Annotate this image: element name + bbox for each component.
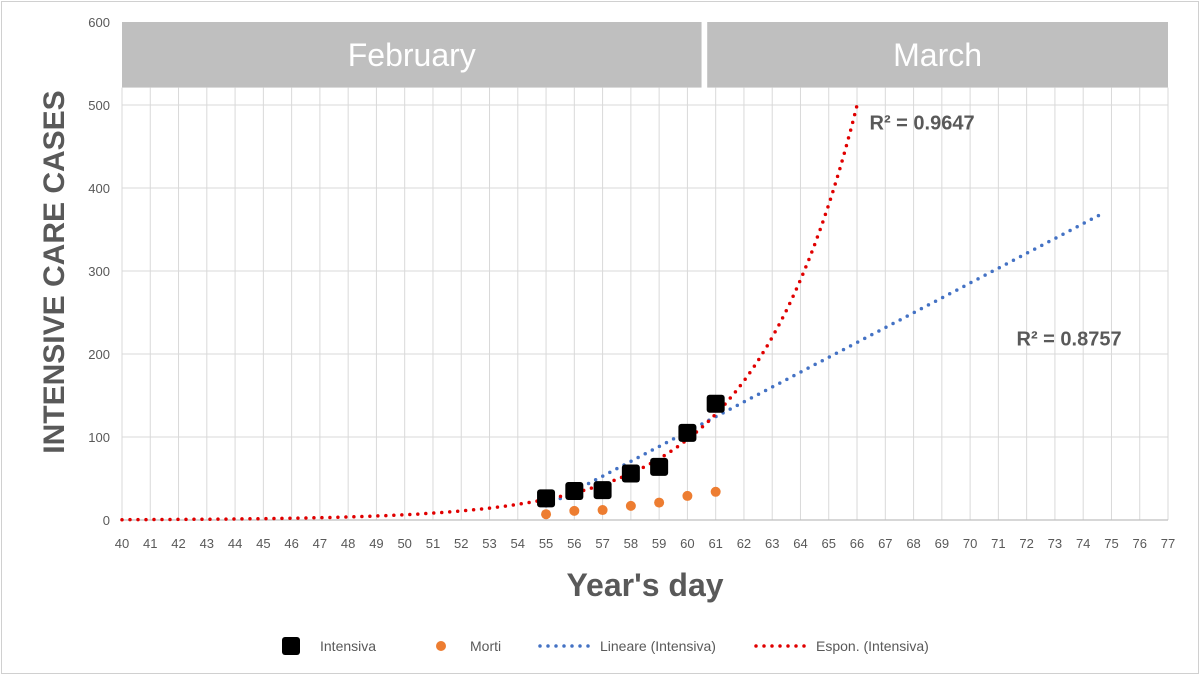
y-tick-label: 400 xyxy=(88,181,110,196)
x-tick-label: 71 xyxy=(991,536,1005,551)
x-tick-labels: 40 41 42 43 44 45 46 47 48 49 50 51 52 53 54 55 56 57 58 59… xyxy=(115,536,1175,551)
x-tick-label: 65 xyxy=(822,536,836,551)
intensiva-point xyxy=(593,481,612,500)
gridlines xyxy=(121,87,1169,521)
x-tick-label: 76 xyxy=(1132,536,1146,551)
x-tick-label: 54 xyxy=(511,536,525,551)
x-tick-label: 66 xyxy=(850,536,864,551)
y-tick-label: 100 xyxy=(88,430,110,445)
x-tick-label: 50 xyxy=(397,536,411,551)
x-tick-label: 57 xyxy=(595,536,609,551)
morti-point xyxy=(625,500,636,511)
morti-point xyxy=(541,509,552,520)
legend-item: Lineare (Intensiva) xyxy=(538,638,716,654)
x-tick-label: 47 xyxy=(313,536,327,551)
legend-item: Espon. (Intensiva) xyxy=(754,638,929,654)
legend-label: Espon. (Intensiva) xyxy=(816,638,929,654)
month-band-label: February xyxy=(348,37,476,73)
x-tick-label: 68 xyxy=(906,536,920,551)
x-tick-label: 60 xyxy=(680,536,694,551)
legend-item: Intensiva xyxy=(282,637,376,655)
x-tick-label: 53 xyxy=(482,536,496,551)
y-tick-label: 500 xyxy=(88,98,110,113)
month-band xyxy=(707,22,1168,88)
legend-label: Lineare (Intensiva) xyxy=(600,638,716,654)
x-tick-label: 77 xyxy=(1161,536,1175,551)
x-tick-label: 42 xyxy=(171,536,185,551)
x-tick-label: 69 xyxy=(935,536,949,551)
x-tick-label: 56 xyxy=(567,536,581,551)
morti-point xyxy=(569,505,580,516)
x-tick-label: 67 xyxy=(878,536,892,551)
morti-point xyxy=(682,490,693,501)
legend-label: Intensiva xyxy=(320,638,376,654)
intensiva-point xyxy=(706,394,725,413)
intensiva-point xyxy=(678,423,697,442)
x-tick-label: 63 xyxy=(765,536,779,551)
legend-swatch-circle xyxy=(436,641,446,651)
x-tick-label: 48 xyxy=(341,536,355,551)
x-tick-label: 44 xyxy=(228,536,242,551)
r-squared-label: R² = 0.9647 xyxy=(870,113,975,135)
legend-item: Morti xyxy=(436,638,501,654)
month-band xyxy=(122,22,702,88)
x-tick-label: 43 xyxy=(200,536,214,551)
y-tick-label: 200 xyxy=(88,347,110,362)
x-tick-label: 61 xyxy=(708,536,722,551)
legend: Intensiva Morti Lineare (Intensiva) Espon. … xyxy=(282,637,929,655)
morti-point xyxy=(654,497,665,508)
legend-label: Morti xyxy=(470,638,501,654)
y-tick-label: 300 xyxy=(88,264,110,279)
intensiva-point xyxy=(537,489,556,508)
linear-trendline xyxy=(544,211,1105,508)
x-tick-label: 73 xyxy=(1048,536,1062,551)
r-squared-label: R² = 0.8757 xyxy=(1017,328,1122,350)
x-tick-label: 51 xyxy=(426,536,440,551)
x-tick-label: 45 xyxy=(256,536,270,551)
y-tick-label: 600 xyxy=(88,15,110,30)
trendlines xyxy=(120,103,1105,522)
legend-swatch-square xyxy=(282,637,300,655)
morti-point xyxy=(710,486,721,497)
x-tick-label: 52 xyxy=(454,536,468,551)
intensiva-point xyxy=(565,481,584,500)
month-bands: February March xyxy=(122,22,1168,88)
x-axis-title: Year's day xyxy=(566,567,723,603)
month-band-label: March xyxy=(893,37,982,73)
x-tick-label: 70 xyxy=(963,536,977,551)
x-tick-label: 75 xyxy=(1104,536,1118,551)
x-tick-label: 74 xyxy=(1076,536,1090,551)
x-tick-label: 55 xyxy=(539,536,553,551)
x-tick-label: 40 xyxy=(115,536,129,551)
intensiva-point xyxy=(650,457,669,476)
x-tick-label: 72 xyxy=(1019,536,1033,551)
annotations: R² = 0.9647 R² = 0.8757 xyxy=(870,113,1122,351)
morti-point xyxy=(597,505,608,516)
x-tick-label: 64 xyxy=(793,536,807,551)
x-tick-label: 49 xyxy=(369,536,383,551)
x-tick-label: 46 xyxy=(284,536,298,551)
exponential-trendline xyxy=(120,103,859,522)
x-tick-label: 59 xyxy=(652,536,666,551)
x-tick-label: 41 xyxy=(143,536,157,551)
x-tick-label: 62 xyxy=(737,536,751,551)
x-tick-label: 58 xyxy=(624,536,638,551)
intensiva-point xyxy=(621,464,640,483)
y-axis-title: INTENSIVE CARE CASES xyxy=(38,90,71,453)
y-tick-label: 0 xyxy=(103,513,110,528)
y-tick-labels: 0 100 200 300 400 500 600 xyxy=(88,15,110,528)
data-points xyxy=(537,394,725,520)
